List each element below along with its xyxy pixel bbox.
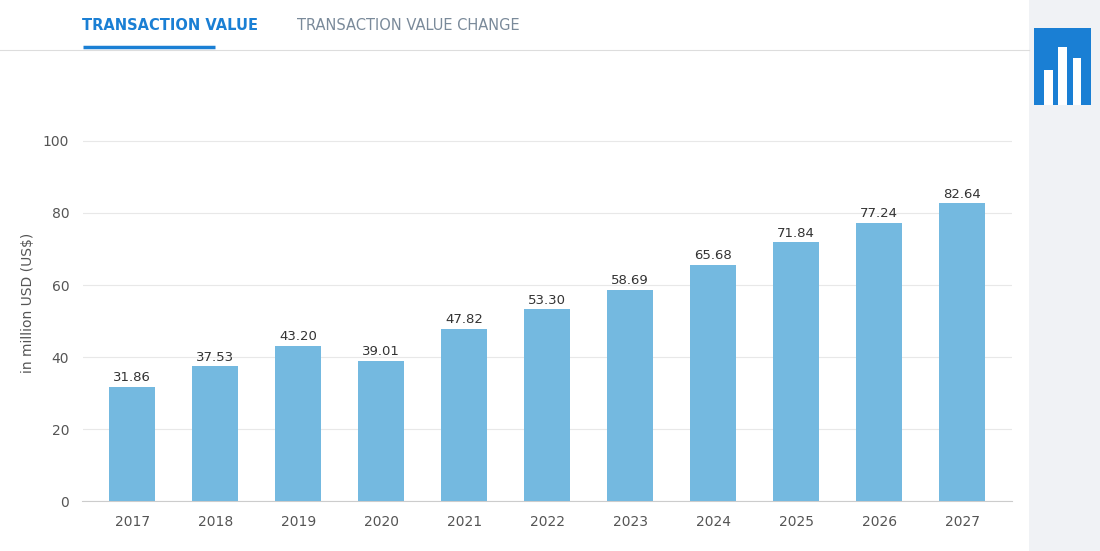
Text: 71.84: 71.84 [778,227,815,240]
Bar [1058,47,1067,105]
Bar [857,223,902,501]
Text: 39.01: 39.01 [362,345,400,358]
Bar [1072,58,1081,105]
Text: 53.30: 53.30 [528,294,566,307]
Bar [192,366,238,501]
Text: 82.64: 82.64 [944,188,981,201]
Bar [1044,70,1053,105]
Bar [441,329,487,501]
Bar [525,309,570,501]
Text: 43.20: 43.20 [279,330,317,343]
Text: TRANSACTION VALUE: TRANSACTION VALUE [82,18,258,33]
Text: 65.68: 65.68 [694,249,733,262]
Text: 37.53: 37.53 [196,350,234,364]
Bar [607,290,653,501]
Bar [691,264,736,501]
Text: 47.82: 47.82 [446,314,483,326]
Y-axis label: in million USD (US$): in million USD (US$) [21,233,34,373]
Bar [110,386,155,501]
Text: 77.24: 77.24 [860,207,899,220]
Bar [773,242,820,501]
Bar [275,345,321,501]
Bar [359,361,404,501]
Text: TRANSACTION VALUE CHANGE: TRANSACTION VALUE CHANGE [297,18,519,33]
Text: 31.86: 31.86 [113,371,151,384]
Bar [939,203,984,501]
Text: 58.69: 58.69 [612,274,649,287]
